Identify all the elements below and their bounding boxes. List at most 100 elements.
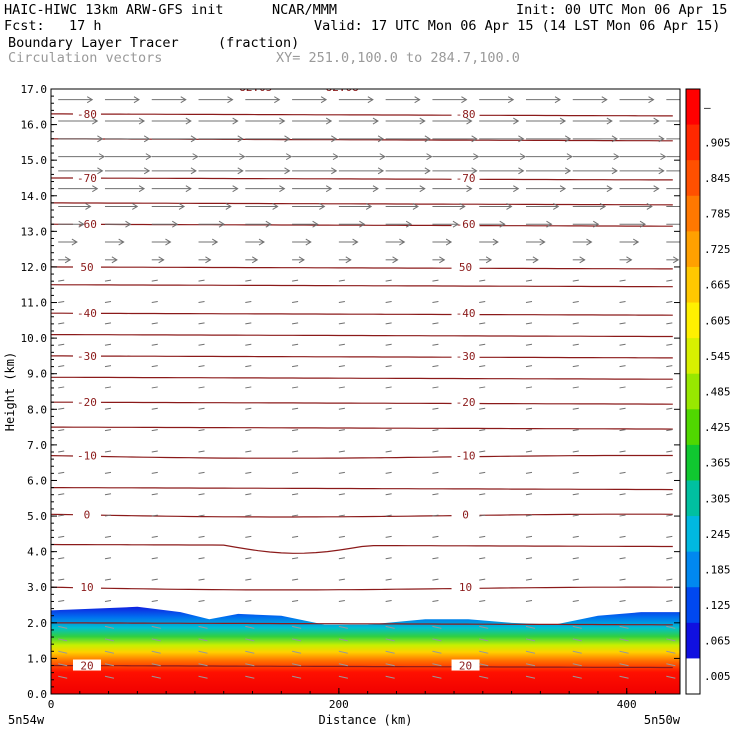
wind-vector (292, 256, 305, 264)
wind-vector (245, 450, 252, 453)
wind-vector (58, 450, 65, 453)
wind-vector (338, 514, 345, 517)
wind-vector (385, 386, 392, 389)
wind-vector (432, 301, 439, 304)
wind-vector (245, 322, 252, 325)
x-end-location: 5n50w (644, 713, 681, 727)
wind-vector (292, 493, 299, 496)
wind-vector (245, 135, 291, 143)
wind-vector (58, 117, 99, 125)
wind-vector (198, 638, 208, 642)
wind-vector (666, 663, 676, 667)
wind-vector (151, 256, 165, 264)
wind-vector (432, 322, 439, 325)
wind-vector (479, 675, 489, 679)
wind-vector (479, 599, 486, 602)
temperature-contour (51, 622, 673, 626)
wind-vector (104, 153, 152, 161)
wind-vector (385, 279, 392, 282)
wind-vector (432, 365, 439, 368)
temperature-contour (51, 202, 673, 206)
wind-vector (666, 343, 673, 346)
wind-vector (572, 638, 582, 642)
wind-vector (479, 279, 486, 282)
wind-vector (385, 578, 392, 581)
contour-label: -10 (456, 450, 476, 463)
wind-vector (432, 407, 439, 410)
wind-vector (666, 256, 680, 264)
colorbar-label: .425 (704, 421, 731, 434)
contour-label: -70 (456, 172, 476, 185)
wind-vector (151, 675, 161, 679)
wind-vector (198, 238, 219, 246)
wind-vector (245, 650, 255, 654)
wind-vector (432, 117, 473, 125)
wind-vector (338, 429, 345, 432)
colorbar-label: .665 (704, 279, 731, 292)
wind-vector (104, 675, 115, 679)
wind-vector (245, 256, 259, 264)
wind-vector (479, 185, 520, 193)
wind-vector (572, 599, 579, 602)
wind-vector (479, 167, 525, 175)
wind-vector (432, 153, 480, 161)
wind-vector (104, 625, 115, 629)
wind-vector (292, 599, 299, 602)
wind-vector (104, 386, 112, 389)
wind-vector (58, 365, 65, 368)
contour-label-background (451, 171, 480, 183)
cross-section-endpoints: XY= 251.0,100.0 to 284.7,100.0 (276, 50, 520, 66)
wind-vector (619, 557, 626, 560)
wind-vector (198, 675, 208, 679)
wind-vector (432, 493, 439, 496)
wind-vector (151, 343, 158, 346)
wind-vector (666, 322, 673, 325)
wind-vector (666, 156, 680, 158)
wind-vector (479, 153, 527, 161)
wind-vector (619, 343, 626, 346)
wind-vector (385, 535, 392, 538)
colorbar-label: .365 (704, 457, 731, 470)
wind-vector (338, 386, 345, 389)
y-tick-label: 14.0 (21, 190, 48, 203)
wind-vector (572, 96, 608, 104)
colorbar-swatch (686, 373, 700, 410)
wind-vector (245, 220, 272, 228)
wind-vector (104, 167, 151, 175)
wind-vector (292, 429, 299, 432)
wind-vector (292, 220, 319, 228)
y-tick-label: 4.0 (27, 546, 47, 559)
wind-vector (338, 185, 379, 193)
wind-vector (525, 238, 546, 246)
wind-vector (479, 256, 493, 264)
wind-vector (104, 185, 146, 193)
wind-vector (58, 471, 65, 474)
colorbar-label: .905 (704, 136, 731, 149)
contour-label: -40 (456, 307, 476, 320)
wind-vector (572, 153, 620, 161)
wind-vector (666, 535, 673, 538)
wind-vector (619, 301, 626, 304)
contour-label-background (72, 659, 101, 671)
contour-label-background (451, 307, 480, 319)
wind-vector (572, 675, 582, 679)
wind-vector (572, 117, 613, 125)
contour-label-background (451, 349, 480, 361)
wind-vector (619, 599, 626, 602)
colorbar-swatch (686, 89, 700, 126)
y-tick-label: 2.0 (27, 617, 47, 630)
colorbar-label: – (704, 101, 711, 114)
wind-vector (198, 429, 205, 432)
temperature-contour (51, 513, 673, 518)
wind-vector (525, 675, 536, 679)
wind-vector (245, 514, 252, 517)
temperature-contour (51, 177, 673, 181)
wind-vector (619, 578, 626, 581)
wind-vector (619, 256, 633, 264)
wind-vector (338, 365, 345, 368)
wind-vector (245, 407, 252, 410)
colorbar-label: .545 (704, 350, 731, 363)
wind-vector (104, 96, 140, 104)
wind-vector (245, 96, 281, 104)
wind-vector (479, 365, 486, 368)
